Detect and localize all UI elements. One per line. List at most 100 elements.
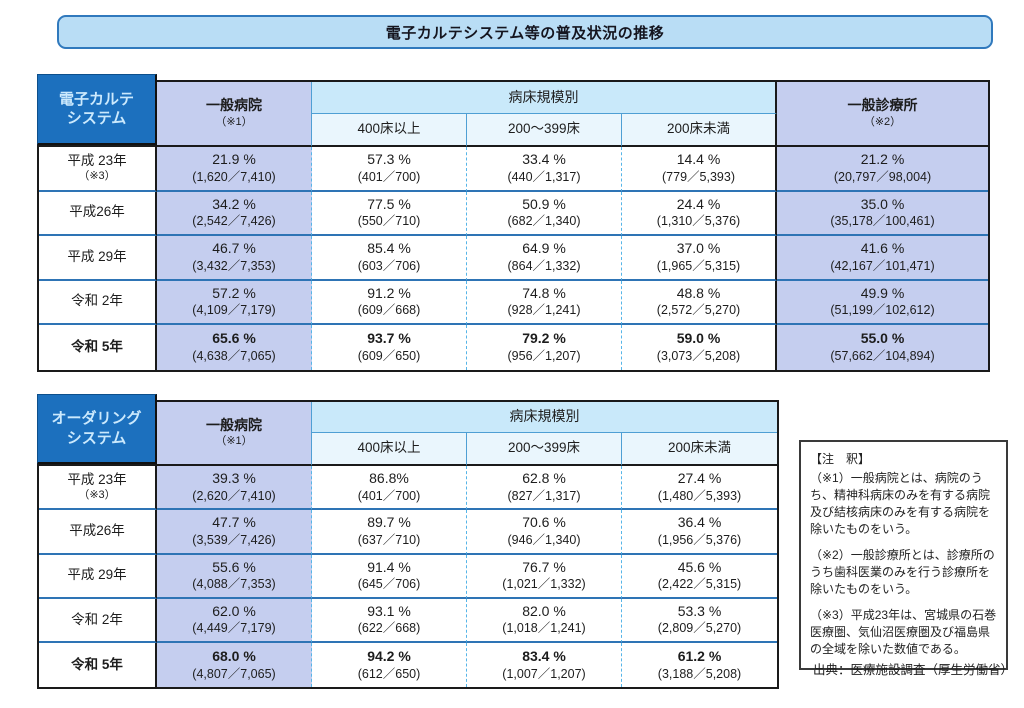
percent-value: 77.5 % [367, 195, 411, 212]
ehr-table: 電子カルテ システム 一般病院 （※1） 病床規模別 一般診療所 （※2） 40… [37, 74, 990, 372]
year-cell: 平成 29年 [39, 236, 157, 281]
value-cell: 70.6 % (946／1,340) [467, 510, 622, 555]
percent-value: 27.4 % [677, 470, 722, 487]
value-cell: 65.6 % (4,638／7,065) [157, 325, 312, 370]
general-clinic-note: （※2） [863, 115, 902, 128]
fraction-value: (2,572／5,270) [656, 303, 741, 318]
year-cell: 令和 5年 [39, 643, 157, 688]
year-cell: 令和 2年 [39, 280, 157, 325]
fraction-value: (779／5,393) [662, 169, 735, 184]
value-cell: 85.4 % (603／706) [312, 236, 467, 281]
fraction-value: (1,007／1,207) [502, 666, 586, 681]
note-1: （※1）一般病院とは、病院のうち、精神科病床のみを有する病院及び結核病床のみを有… [810, 471, 991, 537]
fraction-value: (2,542／7,426) [192, 214, 276, 229]
fraction-value: (1,956／5,376) [657, 532, 742, 547]
ordering-header-bed-scale: 病床規模別 [312, 402, 777, 433]
fraction-value: (4,088／7,353) [192, 577, 276, 592]
ehr-header-200-399-beds: 200〜399床 [467, 114, 622, 147]
percent-value: 59.0 % [676, 330, 721, 347]
year-label: 平成26年 [69, 523, 125, 538]
fraction-value: (401／700) [357, 169, 421, 184]
value-cell: 37.0 % (1,965／5,315) [622, 236, 777, 281]
ordering-table-label: オーダリング システム [37, 394, 157, 464]
year-cell: 平成 23年 （※3） [39, 147, 157, 192]
value-cell: 47.7 % (3,539／7,426) [157, 510, 312, 555]
value-cell: 94.2 % (612／650) [312, 643, 467, 688]
year-cell: 令和 5年 [39, 325, 157, 370]
fraction-value: (3,432／7,353) [192, 258, 276, 273]
value-cell: 39.3 % (2,620／7,410) [157, 466, 312, 511]
fraction-value: (51,199／102,612) [830, 303, 935, 318]
percent-value: 45.6 % [677, 558, 722, 575]
fraction-value: (946／1,340) [507, 532, 581, 547]
fraction-value: (3,073／5,208) [656, 348, 741, 363]
fraction-value: (928／1,241) [507, 303, 581, 318]
page-title: 電子カルテシステム等の普及状況の推移 [57, 15, 993, 49]
fraction-value: (4,638／7,065) [192, 348, 276, 363]
value-cell: 21.2 % (20,797／98,004) [777, 147, 988, 192]
value-cell: 24.4 % (1,310／5,376) [622, 191, 777, 236]
percent-value: 49.9 % [860, 284, 905, 301]
value-cell: 68.0 % (4,807／7,065) [157, 643, 312, 688]
fraction-value: (609／650) [357, 348, 421, 363]
percent-value: 36.4 % [677, 514, 722, 531]
fraction-value: (57,662／104,894) [830, 348, 935, 363]
percent-value: 64.9 % [522, 240, 566, 257]
fraction-value: (1,965／5,315) [656, 258, 741, 273]
ehr-header-under-200-beds: 200床未満 [622, 114, 777, 147]
year-label: 平成 29年 [67, 567, 127, 583]
percent-value: 93.7 % [367, 330, 411, 347]
ehr-header-general-hospital: 一般病院 （※1） [157, 82, 312, 147]
year-cell: 平成26年 [39, 191, 157, 236]
value-cell: 93.1 % (622／668) [312, 598, 467, 644]
fraction-value: (1,021／1,332) [502, 577, 586, 592]
percent-value: 65.6 % [212, 330, 256, 347]
value-cell: 91.2 % (609／668) [312, 280, 467, 325]
notes-heading: 【注 釈】 [810, 452, 871, 466]
percent-value: 79.2 % [522, 330, 566, 347]
value-cell: 61.2 % (3,188／5,208) [622, 643, 777, 687]
percent-value: 47.7 % [212, 514, 256, 531]
ordering-table-label-line2: システム [66, 429, 127, 447]
ordering-table-label-line1: オーダリング [51, 410, 142, 427]
year-cell: 平成 23年 （※3） [39, 466, 157, 511]
value-cell: 27.4 % (1,480／5,393) [622, 466, 777, 511]
percent-value: 93.1 % [367, 602, 411, 619]
percent-value: 82.0 % [522, 602, 566, 619]
percent-value: 57.2 % [212, 284, 256, 301]
notes-box: 【注 釈】 （※1）一般病院とは、病院のうち、精神科病床のみを有する病院及び結核… [799, 440, 1008, 671]
value-cell: 59.0 % (3,073／5,208) [622, 325, 777, 370]
fraction-value: (603／706) [357, 258, 421, 273]
fraction-value: (42,167／101,471) [830, 258, 935, 273]
fraction-value: (1,480／5,393) [657, 488, 742, 503]
year-label: 平成 29年 [67, 248, 127, 264]
general-hospital-note: （※1） [215, 435, 253, 448]
value-cell: 55.6 % (4,088／7,353) [157, 554, 312, 599]
fraction-value: (4,807／7,065) [192, 666, 276, 681]
value-cell: 89.7 % (637／710) [312, 510, 467, 555]
ehr-header-general-clinic: 一般診療所 （※2） [777, 82, 988, 147]
ordering-table-grid: 一般病院 （※1） 病床規模別 400床以上 200〜399床 200床未満 平… [37, 400, 779, 690]
value-cell: 64.9 % (864／1,332) [467, 236, 622, 281]
fraction-value: (1,018／1,241) [502, 621, 586, 636]
value-cell: 82.0 % (1,018／1,241) [467, 598, 622, 644]
fraction-value: (622／668) [357, 621, 421, 636]
value-cell: 93.7 % (609／650) [312, 325, 467, 370]
value-cell: 74.8 % (928／1,241) [467, 280, 622, 325]
year-cell: 平成 29年 [39, 554, 157, 599]
fraction-value: (609／668) [357, 303, 421, 318]
general-clinic-label: 一般診療所 [847, 97, 918, 114]
value-cell: 49.9 % (51,199／102,612) [777, 280, 988, 325]
fraction-value: (4,109／7,179) [192, 303, 276, 318]
percent-value: 41.6 % [860, 240, 905, 257]
value-cell: 36.4 % (1,956／5,376) [622, 510, 777, 555]
percent-value: 83.4 % [522, 648, 566, 665]
fraction-value: (4,449／7,179) [192, 621, 276, 636]
ordering-header-200-399-beds: 200〜399床 [467, 433, 622, 466]
ordering-header-under-200-beds: 200床未満 [622, 433, 777, 466]
value-cell: 50.9 % (682／1,340) [467, 191, 622, 236]
fraction-value: (2,422／5,315) [657, 577, 742, 592]
percent-value: 46.7 % [212, 240, 256, 257]
fraction-value: (637／710) [357, 532, 421, 547]
note-3: （※3）平成23年は、宮城県の石巻医療圏、気仙沼医療圏及び福島県の全域を除いた数… [810, 608, 997, 657]
